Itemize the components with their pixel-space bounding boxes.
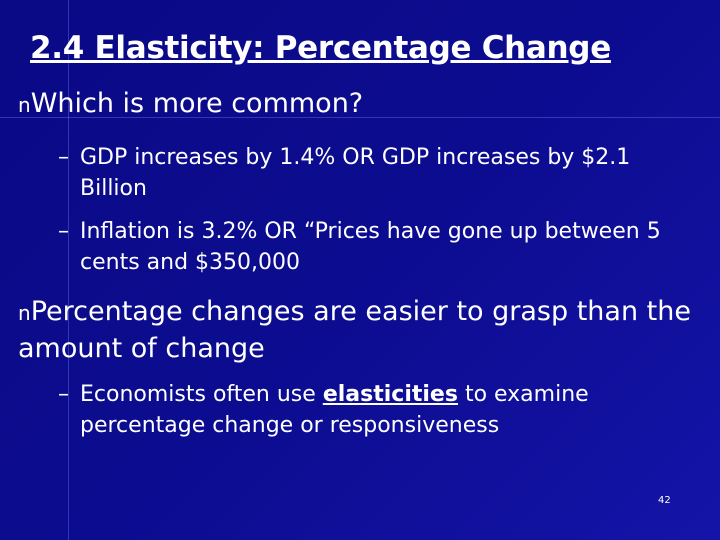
sub-bullet-marker: –: [58, 145, 69, 170]
sub-bullet-marker: –: [58, 382, 69, 407]
bullet-text: Which is more common?: [30, 88, 364, 119]
sub-bullet: – Inflation is 3.2% OR “Prices have gone …: [58, 216, 680, 278]
sub-bullet-text: GDP increases by 1.4% OR GDP increases b…: [80, 145, 631, 201]
sub-bullet-text: Economists often use: [80, 382, 316, 407]
decor-line: [0, 117, 720, 118]
sub-bullet: – Economists often use elasticities to ex…: [58, 379, 680, 441]
decor-line: [68, 0, 69, 540]
sub-bullet-marker: –: [58, 219, 69, 244]
sub-bullet: – GDP increases by 1.4% OR GDP increases …: [58, 142, 680, 204]
sub-bullet-text: to examine percentage change or responsi…: [80, 382, 589, 438]
bullet: nWhich is more common?: [18, 86, 698, 123]
bullet-marker: n: [18, 301, 31, 325]
bullet-marker: n: [18, 93, 31, 117]
sub-bullet-text: Inflation is 3.2% OR “Prices have gone u…: [80, 219, 661, 275]
emphasis: elasticities: [322, 382, 458, 407]
bullet-text: Percentage changes are easier to grasp t…: [18, 296, 691, 364]
slide-title: 2.4 Elasticity: Percentage Change: [30, 30, 611, 66]
page-number: 42: [658, 495, 671, 506]
bullet: nPercentage changes are easier to grasp …: [18, 294, 698, 367]
